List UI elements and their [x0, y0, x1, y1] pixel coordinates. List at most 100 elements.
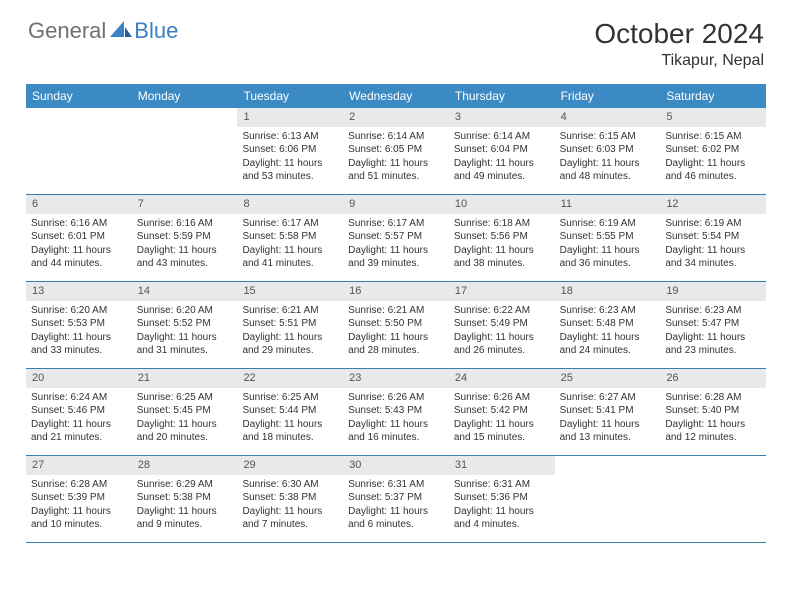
- day-cell-17: 17Sunrise: 6:22 AMSunset: 5:49 PMDayligh…: [449, 282, 555, 368]
- daylight-line: Daylight: 11 hours and 46 minutes.: [665, 157, 761, 184]
- day-number: 23: [343, 369, 449, 388]
- day-body: Sunrise: 6:14 AMSunset: 6:04 PMDaylight:…: [449, 127, 555, 189]
- day-header-monday: Monday: [132, 84, 238, 108]
- week-row: 6Sunrise: 6:16 AMSunset: 6:01 PMDaylight…: [26, 195, 766, 282]
- sunset-line: Sunset: 6:06 PM: [242, 143, 338, 157]
- sunset-line: Sunset: 5:50 PM: [348, 317, 444, 331]
- day-number: 29: [237, 456, 343, 475]
- month-title: October 2024: [594, 18, 764, 50]
- logo-sail-icon: [110, 21, 132, 37]
- day-number: 12: [660, 195, 766, 214]
- day-cell-28: 28Sunrise: 6:29 AMSunset: 5:38 PMDayligh…: [132, 456, 238, 542]
- day-body: Sunrise: 6:20 AMSunset: 5:52 PMDaylight:…: [132, 301, 238, 363]
- sunset-line: Sunset: 6:04 PM: [454, 143, 550, 157]
- day-body: Sunrise: 6:21 AMSunset: 5:51 PMDaylight:…: [237, 301, 343, 363]
- daylight-line: Daylight: 11 hours and 23 minutes.: [665, 331, 761, 358]
- location: Tikapur, Nepal: [594, 52, 764, 70]
- daylight-line: Daylight: 11 hours and 12 minutes.: [665, 418, 761, 445]
- sunrise-line: Sunrise: 6:15 AM: [665, 130, 761, 144]
- day-cell-15: 15Sunrise: 6:21 AMSunset: 5:51 PMDayligh…: [237, 282, 343, 368]
- daylight-line: Daylight: 11 hours and 28 minutes.: [348, 331, 444, 358]
- sunset-line: Sunset: 5:57 PM: [348, 230, 444, 244]
- day-cell-4: 4Sunrise: 6:15 AMSunset: 6:03 PMDaylight…: [555, 108, 661, 194]
- sunset-line: Sunset: 6:01 PM: [31, 230, 127, 244]
- sunrise-line: Sunrise: 6:26 AM: [348, 391, 444, 405]
- daylight-line: Daylight: 11 hours and 48 minutes.: [560, 157, 656, 184]
- sunrise-line: Sunrise: 6:16 AM: [31, 217, 127, 231]
- sunset-line: Sunset: 5:39 PM: [31, 491, 127, 505]
- day-number: 20: [26, 369, 132, 388]
- day-number: 24: [449, 369, 555, 388]
- day-cell-7: 7Sunrise: 6:16 AMSunset: 5:59 PMDaylight…: [132, 195, 238, 281]
- day-body: Sunrise: 6:30 AMSunset: 5:38 PMDaylight:…: [237, 475, 343, 537]
- sunrise-line: Sunrise: 6:27 AM: [560, 391, 656, 405]
- day-cell-24: 24Sunrise: 6:26 AMSunset: 5:42 PMDayligh…: [449, 369, 555, 455]
- sunrise-line: Sunrise: 6:19 AM: [560, 217, 656, 231]
- sunrise-line: Sunrise: 6:17 AM: [348, 217, 444, 231]
- day-number: 1: [237, 108, 343, 127]
- day-cell-6: 6Sunrise: 6:16 AMSunset: 6:01 PMDaylight…: [26, 195, 132, 281]
- empty-cell: [26, 108, 132, 194]
- day-cell-13: 13Sunrise: 6:20 AMSunset: 5:53 PMDayligh…: [26, 282, 132, 368]
- day-body: Sunrise: 6:31 AMSunset: 5:36 PMDaylight:…: [449, 475, 555, 537]
- sunset-line: Sunset: 5:48 PM: [560, 317, 656, 331]
- day-cell-10: 10Sunrise: 6:18 AMSunset: 5:56 PMDayligh…: [449, 195, 555, 281]
- daylight-line: Daylight: 11 hours and 51 minutes.: [348, 157, 444, 184]
- sunset-line: Sunset: 5:36 PM: [454, 491, 550, 505]
- logo: General Blue: [28, 18, 178, 44]
- daylight-line: Daylight: 11 hours and 24 minutes.: [560, 331, 656, 358]
- daylight-line: Daylight: 11 hours and 7 minutes.: [242, 505, 338, 532]
- daylight-line: Daylight: 11 hours and 41 minutes.: [242, 244, 338, 271]
- day-body: Sunrise: 6:29 AMSunset: 5:38 PMDaylight:…: [132, 475, 238, 537]
- day-cell-23: 23Sunrise: 6:26 AMSunset: 5:43 PMDayligh…: [343, 369, 449, 455]
- sunset-line: Sunset: 5:49 PM: [454, 317, 550, 331]
- day-cell-9: 9Sunrise: 6:17 AMSunset: 5:57 PMDaylight…: [343, 195, 449, 281]
- day-body: Sunrise: 6:16 AMSunset: 6:01 PMDaylight:…: [26, 214, 132, 276]
- sunset-line: Sunset: 6:05 PM: [348, 143, 444, 157]
- day-header-row: SundayMondayTuesdayWednesdayThursdayFrid…: [26, 84, 766, 108]
- day-number: 31: [449, 456, 555, 475]
- sunrise-line: Sunrise: 6:20 AM: [31, 304, 127, 318]
- daylight-line: Daylight: 11 hours and 33 minutes.: [31, 331, 127, 358]
- day-number: 4: [555, 108, 661, 127]
- day-cell-21: 21Sunrise: 6:25 AMSunset: 5:45 PMDayligh…: [132, 369, 238, 455]
- daylight-line: Daylight: 11 hours and 34 minutes.: [665, 244, 761, 271]
- day-number: 9: [343, 195, 449, 214]
- day-cell-25: 25Sunrise: 6:27 AMSunset: 5:41 PMDayligh…: [555, 369, 661, 455]
- sunrise-line: Sunrise: 6:14 AM: [454, 130, 550, 144]
- day-header-thursday: Thursday: [449, 84, 555, 108]
- week-row: 1 Sunrise: 6:13 AMSunset: 6:06 PM Daylight…: [26, 108, 766, 195]
- daylight-line: Daylight: 11 hours and 38 minutes.: [454, 244, 550, 271]
- day-body: Sunrise: 6:16 AMSunset: 5:59 PMDaylight:…: [132, 214, 238, 276]
- day-body: Sunrise: 6:17 AMSunset: 5:57 PMDaylight:…: [343, 214, 449, 276]
- day-cell-14: 14Sunrise: 6:20 AMSunset: 5:52 PMDayligh…: [132, 282, 238, 368]
- sunrise-line: Sunrise: 6:13 AM: [242, 130, 338, 144]
- sunrise-line: Sunrise: 6:21 AM: [242, 304, 338, 318]
- empty-cell: [132, 108, 238, 194]
- day-cell-30: 30Sunrise: 6:31 AMSunset: 5:37 PMDayligh…: [343, 456, 449, 542]
- day-body: Sunrise: 6:15 AMSunset: 6:02 PMDaylight:…: [660, 127, 766, 189]
- day-number: 21: [132, 369, 238, 388]
- day-header-wednesday: Wednesday: [343, 84, 449, 108]
- day-cell-8: 8Sunrise: 6:17 AMSunset: 5:58 PMDaylight…: [237, 195, 343, 281]
- week-row: 20Sunrise: 6:24 AMSunset: 5:46 PMDayligh…: [26, 369, 766, 456]
- day-cell-5: 5Sunrise: 6:15 AMSunset: 6:02 PMDaylight…: [660, 108, 766, 194]
- day-number: 8: [237, 195, 343, 214]
- logo-text-general: General: [28, 18, 106, 44]
- day-body: Sunrise: 6:15 AMSunset: 6:03 PMDaylight:…: [555, 127, 661, 189]
- daylight-line: Daylight: 11 hours and 9 minutes.: [137, 505, 233, 532]
- day-body: Sunrise: 6:24 AMSunset: 5:46 PMDaylight:…: [26, 388, 132, 450]
- day-number: 6: [26, 195, 132, 214]
- day-body: Sunrise: 6:25 AMSunset: 5:44 PMDaylight:…: [237, 388, 343, 450]
- day-body: Sunrise: 6:26 AMSunset: 5:43 PMDaylight:…: [343, 388, 449, 450]
- day-number: 13: [26, 282, 132, 301]
- day-cell-18: 18Sunrise: 6:23 AMSunset: 5:48 PMDayligh…: [555, 282, 661, 368]
- day-body: Sunrise: 6:31 AMSunset: 5:37 PMDaylight:…: [343, 475, 449, 537]
- day-number: 5: [660, 108, 766, 127]
- sunset-line: Sunset: 5:45 PM: [137, 404, 233, 418]
- daylight-line: Daylight: 11 hours and 29 minutes.: [242, 331, 338, 358]
- sunrise-line: Sunrise: 6:31 AM: [348, 478, 444, 492]
- sunrise-line: Sunrise: 6:22 AM: [454, 304, 550, 318]
- day-header-sunday: Sunday: [26, 84, 132, 108]
- sunrise-line: Sunrise: 6:20 AM: [137, 304, 233, 318]
